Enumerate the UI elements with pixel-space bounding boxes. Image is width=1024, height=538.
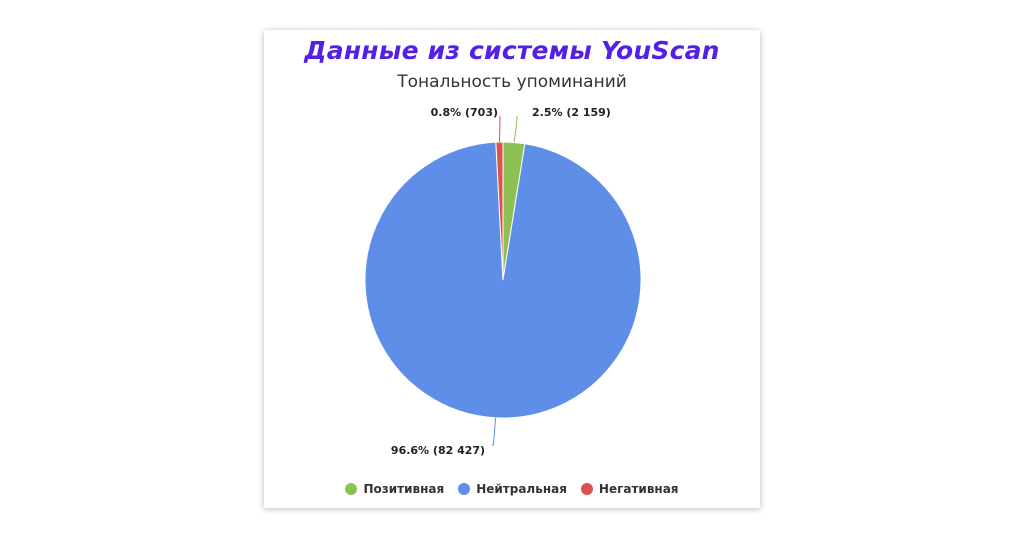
legend-item-neutral[interactable]: Нейтральная bbox=[458, 482, 567, 496]
data-label-positive: 2.5% (2 159) bbox=[532, 106, 611, 119]
legend-item-positive[interactable]: Позитивная bbox=[345, 482, 444, 496]
label-connector-neutral bbox=[492, 417, 497, 446]
legend-dot-negative bbox=[580, 483, 593, 495]
chart-card: Данные из системы YouScan Тональность уп… bbox=[264, 30, 760, 508]
legend-dot-positive bbox=[345, 483, 358, 495]
data-label-neutral: 96.6% (82 427) bbox=[391, 444, 485, 457]
pie-chart: 2.5% (2 159) 96.6% (82 427) 0.8% (703) bbox=[364, 106, 642, 457]
label-connector-positive bbox=[513, 115, 518, 143]
legend: Позитивная Нейтральная Негативная bbox=[264, 482, 760, 496]
chart-subtitle: Тональность упоминаний bbox=[397, 72, 627, 92]
data-label-negative: 0.8% (703) bbox=[431, 106, 498, 119]
legend-dot-neutral bbox=[458, 483, 471, 495]
chart-title: Данные из системы YouScan bbox=[304, 36, 720, 65]
legend-label-negative: Негативная bbox=[598, 482, 679, 496]
legend-label-positive: Позитивная bbox=[363, 482, 445, 496]
legend-label-neutral: Нейтральная bbox=[476, 482, 567, 496]
label-connector-negative bbox=[498, 115, 501, 143]
legend-item-negative[interactable]: Негативная bbox=[580, 482, 679, 496]
